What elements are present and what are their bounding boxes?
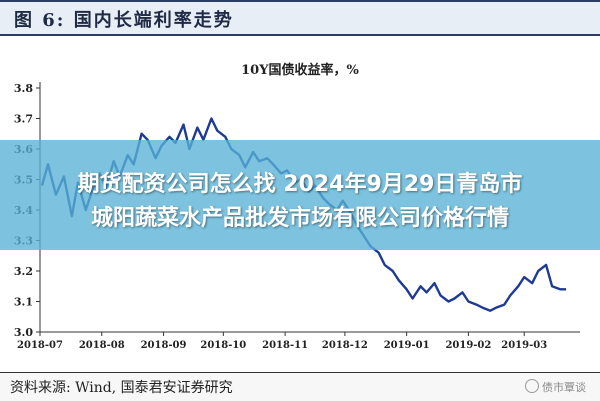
watermark: 债市覃谈 <box>525 379 586 395</box>
x-tick-label: 2018-09 <box>141 340 187 351</box>
y-tick-label: 3.1 <box>14 296 33 309</box>
banner-line-1: 期货配资公司怎么找 2024年9月29日青岛市 <box>77 172 523 197</box>
x-tick-label: 2019-01 <box>384 340 430 351</box>
x-tick-label: 2019-02 <box>445 340 491 351</box>
x-tick-label: 2018-08 <box>79 340 125 351</box>
x-tick-label: 2018-12 <box>322 340 368 351</box>
figure-header: 图 6: 国内长端利率走势 <box>0 0 600 36</box>
x-axis: 2018-07 2018-08 2018-09 2018-10 2018-11 2018-… <box>17 331 580 351</box>
wechat-icon <box>525 379 539 393</box>
y-tick-label: 3.8 <box>14 82 33 95</box>
banner-line-2: 城阳蔬菜水产品批发市场有限公司价格行情 <box>90 206 509 231</box>
y-tick-label: 3.0 <box>14 326 33 339</box>
data-source: 资料来源: Wind, 国泰君安证券研究 <box>10 380 233 396</box>
y-tick-label: 3.7 <box>14 113 33 126</box>
ad-banner-overlay: 期货配资公司怎么找 2024年9月29日青岛市 城阳蔬菜水产品批发市场有限公司价… <box>0 140 600 250</box>
y-tick-label: 3.2 <box>14 265 33 278</box>
x-tick-label: 2019-03 <box>501 340 547 351</box>
x-tick-label: 2018-10 <box>200 340 246 351</box>
figure-footer: 资料来源: Wind, 国泰君安证券研究 债市覃谈 <box>0 372 600 401</box>
watermark-text: 债市覃谈 <box>542 381 586 394</box>
figure-title: 图 6: 国内长端利率走势 <box>14 10 234 31</box>
x-tick-label: 2018-07 <box>17 340 63 351</box>
x-tick-label: 2018-11 <box>262 340 308 351</box>
chart-title: 10Y国债收益率，% <box>241 62 359 78</box>
